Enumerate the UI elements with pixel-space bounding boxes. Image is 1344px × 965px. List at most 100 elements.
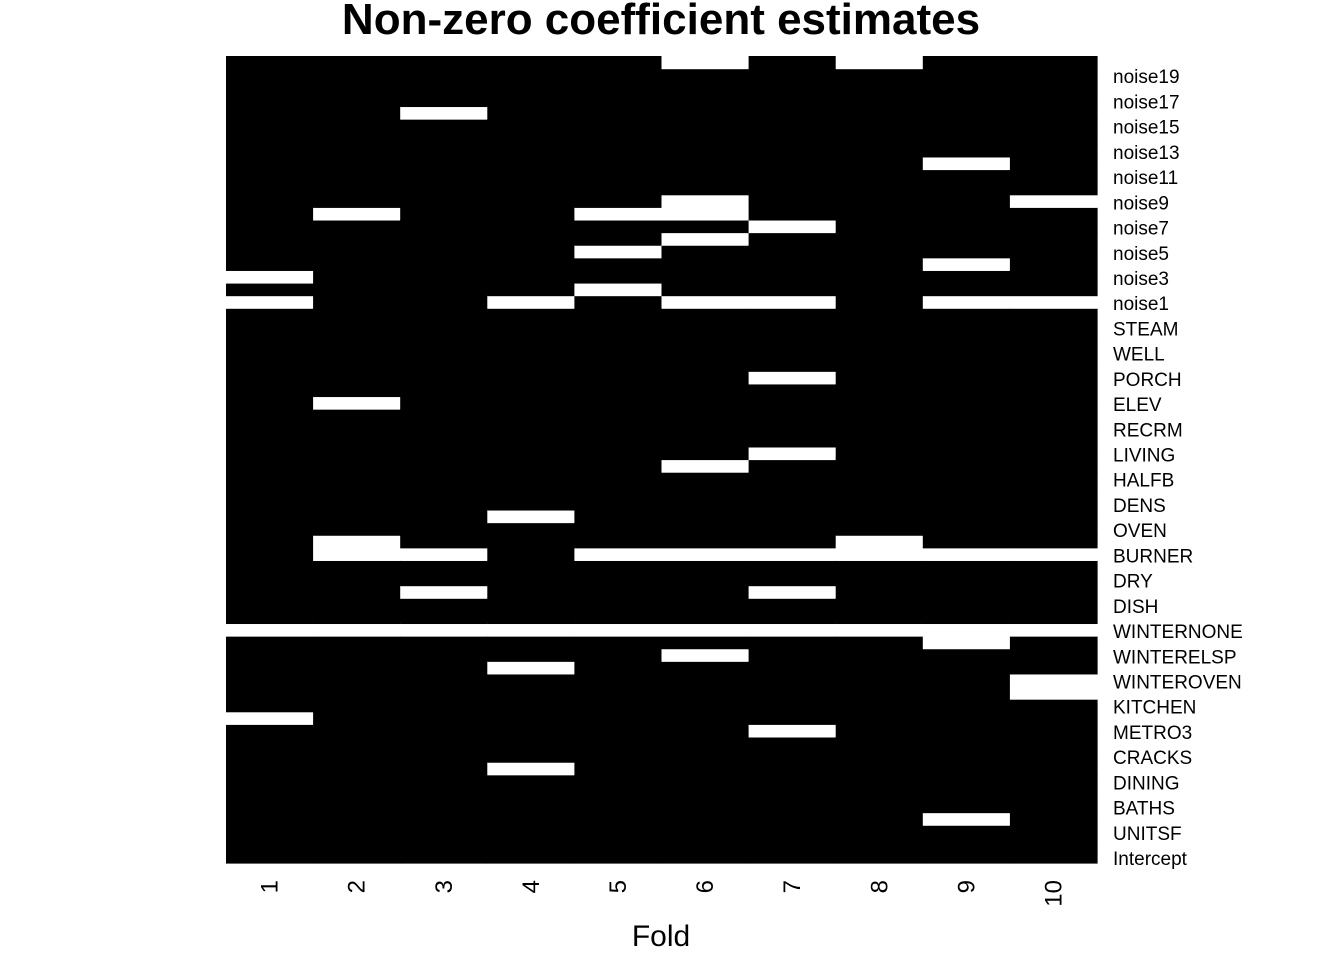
heatmap-cell [1009, 421, 1098, 435]
heatmap-cell [835, 535, 924, 549]
heatmap-cell [487, 358, 575, 372]
heatmap-cell [1009, 522, 1098, 536]
heatmap-cell [487, 522, 575, 536]
heatmap-cell [487, 598, 575, 612]
heatmap-cell [922, 409, 1011, 423]
heatmap-cell [661, 648, 750, 662]
heatmap-cell [226, 799, 314, 814]
heatmap-cell [313, 257, 401, 271]
heatmap-cell [226, 421, 314, 435]
heatmap-cell [313, 686, 401, 700]
heatmap-cell [922, 93, 1011, 108]
heatmap-cell [574, 245, 663, 259]
heatmap-cell [1009, 661, 1098, 675]
heatmap-cell [748, 598, 837, 612]
heatmap-cell [226, 295, 314, 309]
heatmap-cell [661, 169, 750, 183]
heatmap-cell [748, 358, 837, 372]
heatmap-cell [400, 446, 488, 461]
heatmap-cell [574, 421, 663, 435]
heatmap-cell [313, 560, 401, 574]
heatmap-cell [922, 636, 1011, 650]
heatmap-cell [922, 648, 1011, 662]
heatmap-cell [313, 673, 401, 688]
heatmap-cell [574, 812, 663, 826]
heatmap-cell [922, 661, 1011, 675]
heatmap-cell [1009, 182, 1098, 196]
heatmap-cell [922, 724, 1011, 738]
heatmap-cell [487, 207, 575, 221]
heatmap-cell [400, 825, 488, 839]
row-label: WELL [1113, 345, 1165, 366]
heatmap-cell [574, 93, 663, 108]
heatmap-cell [313, 308, 401, 322]
heatmap-cell [1009, 560, 1098, 574]
heatmap-cell [835, 371, 924, 385]
heatmap-cell [226, 446, 314, 461]
heatmap-cell [661, 282, 750, 297]
heatmap-cell [661, 144, 750, 158]
heatmap-cell [748, 396, 837, 410]
fold-label: 4 [518, 880, 545, 893]
heatmap-cell [574, 320, 663, 335]
heatmap-cell [487, 661, 575, 675]
heatmap-cell [226, 623, 314, 637]
heatmap-cell [226, 245, 314, 259]
heatmap-cell [661, 270, 750, 284]
heatmap-cell [922, 383, 1011, 398]
row-label: UNITSF [1113, 824, 1182, 845]
heatmap-cell [313, 396, 401, 410]
heatmap-cell [400, 434, 488, 448]
heatmap-cell [661, 535, 750, 549]
heatmap-cell [661, 245, 750, 259]
heatmap-cell [922, 535, 1011, 549]
heatmap-cell [1009, 169, 1098, 183]
heatmap-cell [1009, 434, 1098, 448]
heatmap-cell [400, 661, 488, 675]
heatmap-cell [400, 560, 488, 574]
heatmap-cell [400, 724, 488, 738]
heatmap-cell [487, 787, 575, 801]
heatmap-cell [574, 762, 663, 776]
heatmap-cell [574, 648, 663, 662]
row-label: noise9 [1113, 193, 1169, 214]
heatmap-cell [400, 409, 488, 423]
row-label: RECRM [1113, 420, 1183, 441]
heatmap-cell [748, 257, 837, 271]
row-label: PORCH [1113, 370, 1182, 391]
heatmap-cell [226, 724, 314, 738]
heatmap-cell [400, 358, 488, 372]
heatmap-cell [748, 156, 837, 171]
heatmap-cell [400, 572, 488, 587]
heatmap-cell [922, 484, 1011, 498]
heatmap-cell [226, 736, 314, 751]
heatmap-cell [748, 409, 837, 423]
heatmap-cell [661, 787, 750, 801]
heatmap-cell [226, 837, 314, 851]
row-label: noise11 [1113, 168, 1178, 189]
heatmap-cell [400, 333, 488, 347]
heatmap-cell [1009, 699, 1098, 713]
heatmap-cell [748, 762, 837, 776]
heatmap-cell [226, 699, 314, 713]
heatmap-cell [835, 409, 924, 423]
heatmap-cell [835, 623, 924, 637]
heatmap-cell [661, 232, 750, 246]
heatmap-cell [748, 81, 837, 95]
heatmap-cell [835, 711, 924, 725]
heatmap-cell [574, 774, 663, 788]
fold-label: 6 [692, 880, 719, 893]
heatmap-cell [748, 232, 837, 246]
heatmap-cell [1009, 472, 1098, 486]
row-label: METRO3 [1113, 723, 1192, 744]
heatmap-cell [661, 81, 750, 95]
heatmap-cell [400, 535, 488, 549]
heatmap-cell [313, 68, 401, 82]
row-label: OVEN [1113, 521, 1167, 542]
heatmap-cell [574, 371, 663, 385]
heatmap-cell [226, 661, 314, 675]
heatmap-cell [835, 156, 924, 171]
heatmap-cell [574, 156, 663, 171]
row-label: noise19 [1113, 67, 1180, 88]
heatmap-cell [226, 68, 314, 82]
